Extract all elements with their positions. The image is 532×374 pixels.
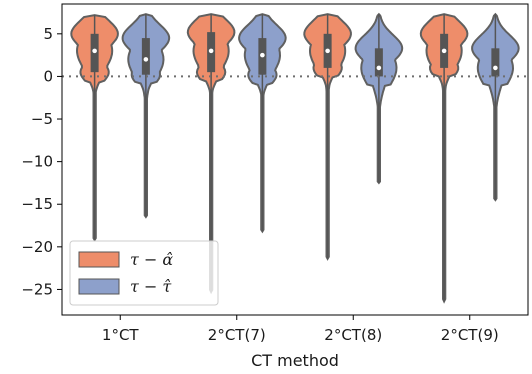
x-tick-label: 2°CT(7) [208, 326, 266, 344]
x-axis-title: CT method [251, 351, 339, 370]
x-tick-label: 1°CT [102, 326, 140, 344]
violin-iqr-box [491, 48, 500, 77]
x-axis: 1°CT 2°CT(7) 2°CT(8) 2°CT(9) [102, 315, 499, 344]
legend-swatch [78, 278, 120, 295]
legend-label: τ − α̂ [130, 250, 173, 269]
y-tick-label: −25 [21, 280, 53, 298]
violin-median-dot [441, 48, 447, 54]
violin-median-dot [376, 65, 382, 71]
x-tick-label: 2°CT(8) [324, 326, 382, 344]
y-tick-label: −5 [31, 110, 53, 128]
legend-label: τ − τ̂ [130, 277, 172, 296]
y-tick-label: −15 [21, 195, 53, 213]
y-tick-label: 5 [43, 25, 53, 43]
legend-swatch [78, 251, 120, 268]
y-tick-label: 0 [43, 67, 53, 85]
violin-median-dot [325, 48, 330, 54]
y-tick-label: −10 [21, 153, 53, 171]
x-tick-label: 2°CT(9) [441, 326, 499, 344]
violins-layer [70, 12, 520, 304]
y-tick-label: −20 [21, 238, 53, 256]
y-axis: 5 0 −5 −10 −15 −20 −25 [21, 25, 62, 298]
violin-iqr-box [141, 38, 150, 75]
violin-median-dot [260, 52, 265, 58]
violin-iqr-box [374, 48, 383, 77]
plot-frame [61, 3, 529, 316]
violin-median-dot [143, 57, 149, 62]
violin-median-dot [208, 48, 214, 54]
violin-median-dot [493, 65, 498, 71]
legend: τ − α̂ τ − τ̂ [69, 240, 219, 306]
violin-median-dot [92, 48, 97, 54]
